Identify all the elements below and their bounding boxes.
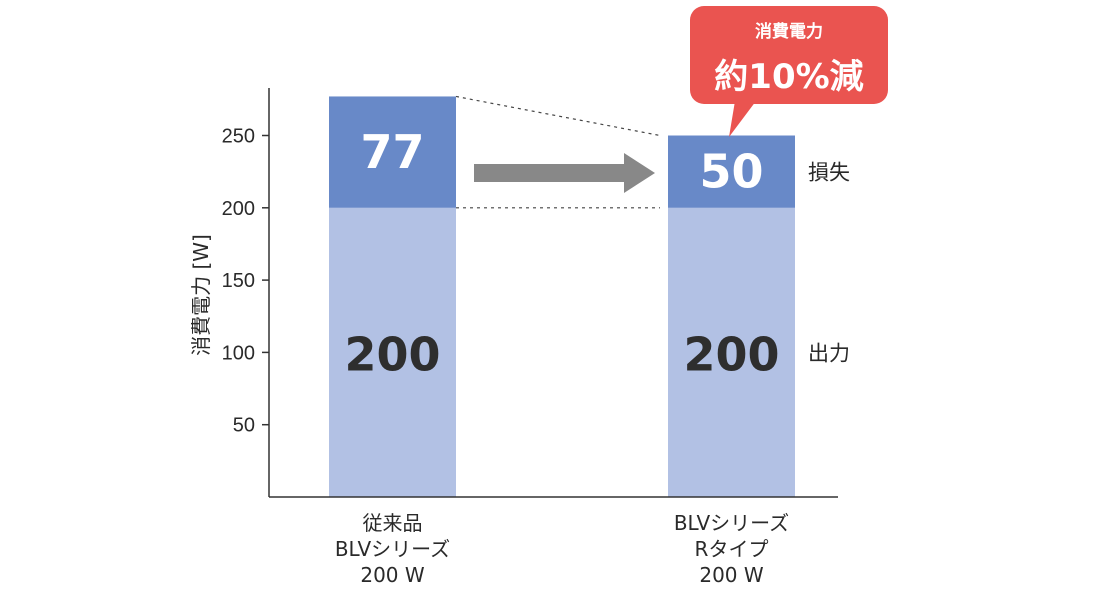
- y-tick-label: 200: [222, 198, 255, 220]
- y-tick-label: 100: [222, 342, 255, 364]
- category-line: 従来品: [363, 511, 423, 535]
- category-line: BLVシリーズ: [674, 511, 789, 535]
- category-line: BLVシリーズ: [335, 537, 450, 561]
- bar-loss-2: [668, 135, 795, 208]
- y-tick-label: 250: [222, 126, 255, 148]
- arrow-icon: [474, 153, 655, 193]
- output-segment-label: 出力: [808, 341, 850, 365]
- callout-value: 約10%減: [714, 57, 863, 97]
- output-value-label: 200: [683, 327, 779, 381]
- category-line: 200 W: [699, 563, 764, 587]
- category-label-2: BLVシリーズ Rタイプ 200 W: [674, 511, 789, 587]
- callout-tail: [729, 101, 756, 137]
- loss-segment-label: 損失: [808, 161, 850, 185]
- y-tick-label: 150: [222, 270, 255, 292]
- category-label-1: 従来品 BLVシリーズ 200 W: [335, 511, 450, 587]
- bar-output-1: [329, 207, 456, 498]
- bar-loss-1: [329, 96, 456, 208]
- y-tick-label: 50: [233, 415, 255, 437]
- callout-bubble: [690, 6, 888, 104]
- connector-line-top: [455, 95, 661, 137]
- bar-output-2: [668, 207, 795, 498]
- category-line: 200 W: [360, 563, 425, 587]
- y-axis-label: 消費電力 [W]: [189, 234, 213, 356]
- category-line: Rタイプ: [695, 537, 769, 561]
- loss-value-label: 77: [360, 125, 424, 179]
- output-value-label: 200: [344, 327, 440, 381]
- callout-title: 消費電力: [755, 21, 823, 42]
- loss-value-label: 50: [699, 145, 763, 199]
